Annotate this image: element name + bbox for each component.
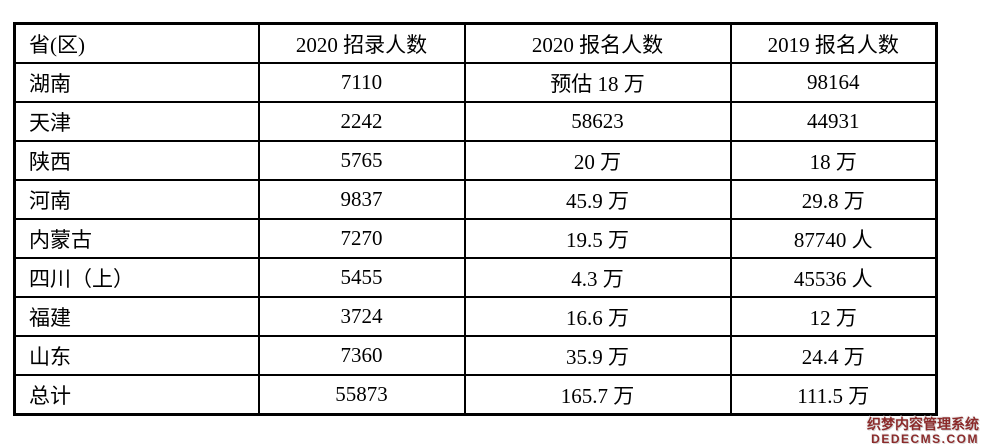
table-cell: 111.5 万: [729, 374, 938, 416]
table-cell-province: 河南: [13, 179, 260, 220]
table-cell: 45.9 万: [463, 179, 732, 220]
table-cell: 165.7 万: [463, 374, 732, 416]
table-cell: 98164: [729, 62, 938, 103]
table-cell: 7360: [257, 335, 466, 376]
table-row: 福建 3724 16.6 万 12 万: [13, 296, 938, 337]
table-cell: 44931: [729, 101, 938, 142]
table-cell: 35.9 万: [463, 335, 732, 376]
table-cell-province: 陕西: [13, 140, 260, 181]
data-table: 省(区) 2020 招录人数 2020 报名人数 2019 报名人数 湖南 71…: [13, 22, 938, 416]
table-row: 天津 2242 58623 44931: [13, 101, 938, 142]
table-cell: 5455: [257, 257, 466, 298]
table-cell: 4.3 万: [463, 257, 732, 298]
table-cell: 29.8 万: [729, 179, 938, 220]
table-cell-province: 湖南: [13, 62, 260, 103]
table-cell: 3724: [257, 296, 466, 337]
watermark-cms-domain: DEDECMS.COM: [871, 431, 979, 446]
table-cell-province: 福建: [13, 296, 260, 337]
watermark-cms-name: 织梦内容管理系统: [867, 416, 979, 433]
table-cell-province: 四川（上）: [13, 257, 260, 298]
table-cell: 20 万: [463, 140, 732, 181]
table-cell: 12 万: [729, 296, 938, 337]
table-cell: 87740 人: [729, 218, 938, 259]
table-cell: 2242: [257, 101, 466, 142]
table-cell: 16.6 万: [463, 296, 732, 337]
table-cell-province: 内蒙古: [13, 218, 260, 259]
table-cell-province: 总计: [13, 374, 260, 416]
header-row: 省(区) 2020 招录人数 2020 报名人数 2019 报名人数: [13, 22, 938, 64]
table-cell: 预估 18 万: [463, 62, 732, 103]
table-cell: 19.5 万: [463, 218, 732, 259]
table-cell-province: 山东: [13, 335, 260, 376]
table-cell: 18 万: [729, 140, 938, 181]
table-cell: 9837: [257, 179, 466, 220]
table-row: 内蒙古 7270 19.5 万 87740 人: [13, 218, 938, 259]
table-row: 四川（上） 5455 4.3 万 45536 人: [13, 257, 938, 298]
table-cell-province: 天津: [13, 101, 260, 142]
table-cell: 45536 人: [729, 257, 938, 298]
table-row: 山东 7360 35.9 万 24.4 万: [13, 335, 938, 376]
column-header-apply-2020: 2020 报名人数: [463, 22, 732, 64]
table-cell: 7270: [257, 218, 466, 259]
table-cell: 55873: [257, 374, 466, 416]
table-cell: 5765: [257, 140, 466, 181]
table-cell: 58623: [463, 101, 732, 142]
column-header-apply-2019: 2019 报名人数: [729, 22, 938, 64]
table-cell: 24.4 万: [729, 335, 938, 376]
table-row: 陕西 5765 20 万 18 万: [13, 140, 938, 181]
table-row: 湖南 7110 预估 18 万 98164: [13, 62, 938, 103]
table-row: 河南 9837 45.9 万 29.8 万: [13, 179, 938, 220]
table-row-total: 总计 55873 165.7 万 111.5 万: [13, 374, 938, 416]
table-cell: 7110: [257, 62, 466, 103]
column-header-recruit-2020: 2020 招录人数: [257, 22, 466, 64]
column-header-province: 省(区): [13, 22, 260, 64]
watermark: 织梦内容管理系统 DEDECMS.COM: [867, 417, 979, 446]
